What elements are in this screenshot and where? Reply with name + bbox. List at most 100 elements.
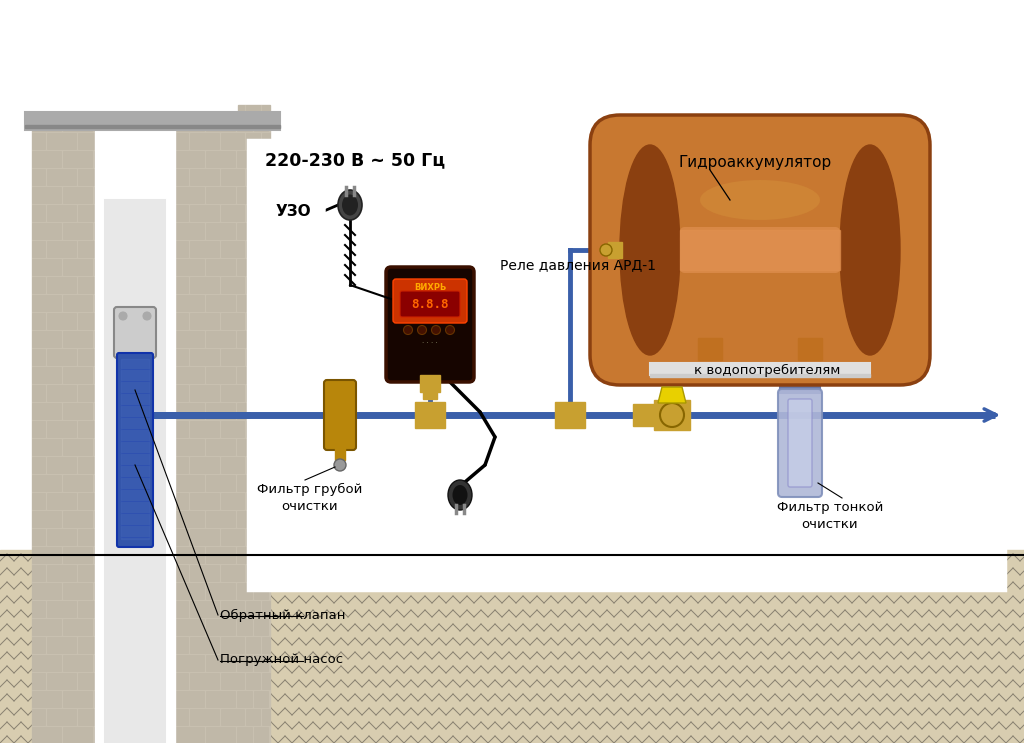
- Bar: [175, 511, 204, 527]
- Text: 8.8.8: 8.8.8: [412, 297, 449, 311]
- FancyBboxPatch shape: [788, 399, 812, 487]
- Bar: [63, 583, 92, 599]
- Bar: [262, 205, 270, 221]
- Bar: [650, 374, 870, 377]
- Bar: [254, 619, 268, 635]
- Bar: [246, 637, 260, 653]
- Bar: [246, 709, 260, 725]
- Bar: [238, 205, 244, 221]
- Bar: [32, 565, 45, 581]
- Bar: [206, 583, 234, 599]
- Bar: [47, 205, 76, 221]
- Bar: [238, 475, 252, 491]
- Bar: [221, 349, 238, 365]
- Bar: [246, 457, 260, 473]
- Bar: [262, 385, 270, 401]
- Bar: [238, 439, 252, 455]
- Bar: [246, 529, 260, 545]
- Circle shape: [418, 325, 427, 334]
- Bar: [221, 565, 238, 581]
- Circle shape: [403, 325, 413, 334]
- Bar: [47, 421, 76, 437]
- Bar: [78, 565, 95, 581]
- Bar: [175, 205, 188, 221]
- Bar: [254, 655, 268, 671]
- Bar: [238, 187, 252, 203]
- Bar: [78, 637, 95, 653]
- Bar: [190, 205, 219, 221]
- Bar: [262, 709, 270, 725]
- Bar: [335, 445, 345, 460]
- Bar: [190, 457, 219, 473]
- Bar: [246, 493, 260, 509]
- Bar: [262, 133, 270, 149]
- Bar: [47, 277, 76, 293]
- Bar: [78, 457, 95, 473]
- Bar: [63, 187, 92, 203]
- Bar: [175, 241, 188, 257]
- Bar: [78, 673, 95, 689]
- Bar: [78, 385, 95, 401]
- Bar: [206, 655, 234, 671]
- Bar: [63, 619, 92, 635]
- Bar: [221, 421, 238, 437]
- Bar: [798, 338, 822, 360]
- Bar: [246, 313, 260, 329]
- Bar: [63, 655, 92, 671]
- Bar: [32, 439, 61, 455]
- Bar: [238, 457, 244, 473]
- Bar: [32, 673, 45, 689]
- Text: Реле давления АРД-1: Реле давления АРД-1: [500, 258, 656, 272]
- Bar: [221, 385, 238, 401]
- Bar: [121, 359, 150, 539]
- Bar: [633, 404, 657, 426]
- Ellipse shape: [342, 195, 358, 215]
- Bar: [63, 367, 92, 383]
- Text: к водопотребителям: к водопотребителям: [694, 364, 841, 377]
- Bar: [262, 637, 270, 653]
- Bar: [47, 565, 76, 581]
- Bar: [238, 493, 244, 509]
- Bar: [32, 709, 45, 725]
- Bar: [175, 223, 204, 239]
- Bar: [190, 709, 219, 725]
- Bar: [654, 400, 690, 430]
- Bar: [246, 105, 260, 113]
- Bar: [238, 583, 252, 599]
- Bar: [262, 105, 270, 113]
- Bar: [175, 439, 204, 455]
- Bar: [238, 565, 244, 581]
- Bar: [650, 145, 870, 355]
- Bar: [175, 619, 204, 635]
- Bar: [254, 475, 268, 491]
- Bar: [25, 112, 280, 130]
- Bar: [47, 133, 76, 149]
- Bar: [32, 205, 45, 221]
- Bar: [254, 439, 268, 455]
- Text: Фильтр тонкой
очистки: Фильтр тонкой очистки: [777, 501, 883, 531]
- Bar: [254, 511, 268, 527]
- Bar: [47, 529, 76, 545]
- Bar: [190, 349, 219, 365]
- Bar: [262, 241, 270, 257]
- Bar: [190, 241, 219, 257]
- Bar: [47, 493, 76, 509]
- Bar: [206, 727, 234, 743]
- Bar: [221, 529, 238, 545]
- Bar: [78, 709, 95, 725]
- Bar: [262, 673, 270, 689]
- Bar: [175, 133, 188, 149]
- Bar: [238, 115, 252, 131]
- Bar: [105, 200, 165, 743]
- Circle shape: [600, 244, 612, 256]
- Bar: [175, 385, 188, 401]
- Bar: [254, 115, 268, 131]
- Bar: [238, 727, 252, 743]
- Bar: [175, 565, 188, 581]
- Bar: [190, 421, 219, 437]
- Bar: [175, 277, 188, 293]
- Bar: [246, 169, 260, 185]
- Bar: [423, 390, 437, 399]
- Bar: [190, 601, 219, 617]
- Bar: [175, 709, 188, 725]
